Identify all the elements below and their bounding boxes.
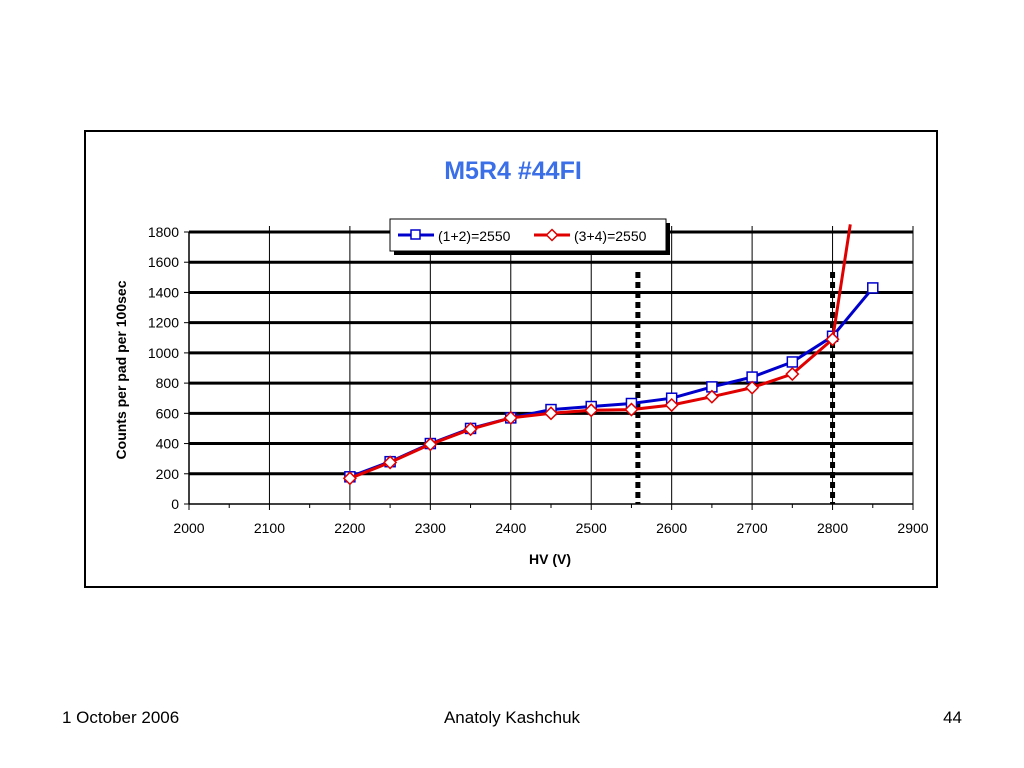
legend-label-series-2: (3+4)=2550 <box>574 228 647 244</box>
data-point <box>383 455 398 470</box>
footer-page-number: 44 <box>943 708 962 727</box>
data-point <box>704 389 719 404</box>
data-point <box>342 471 357 486</box>
y-tick-label: 1200 <box>148 315 179 331</box>
x-tick-label: 2900 <box>897 520 928 536</box>
chart: M5R4 #44FI 0 200 400 600 800 1000 1200 1400 1600… <box>113 157 929 567</box>
data-point <box>867 282 879 294</box>
y-axis-label: Counts per pad per 100sec <box>113 280 129 459</box>
chart-title: M5R4 #44FI <box>444 157 582 185</box>
data-point <box>746 371 758 383</box>
x-tick-label: 2600 <box>656 520 687 536</box>
data-point <box>503 410 518 425</box>
legend: (1+2)=2550 (3+4)=2550 <box>389 218 670 255</box>
y-tick-label: 1600 <box>148 254 179 270</box>
x-tick-label: 2100 <box>254 520 285 536</box>
data-point <box>463 422 478 437</box>
x-tick-label: 2000 <box>173 520 204 536</box>
data-point <box>785 366 800 382</box>
axes: 0 200 400 600 800 1000 1200 1400 1600 1800 2000 210… <box>148 224 929 536</box>
x-axis-label: HV (V) <box>529 551 571 567</box>
y-tick-label: 1000 <box>148 345 179 361</box>
series-layer <box>342 224 879 486</box>
y-tick-label: 200 <box>156 466 180 482</box>
data-point <box>543 406 559 421</box>
y-tick-label: 600 <box>156 405 180 421</box>
legend-marker-series-2 <box>545 228 559 242</box>
x-tick-label: 2400 <box>495 520 526 536</box>
y-tick-label: 800 <box>156 375 180 391</box>
legend-label-series-1: (1+2)=2550 <box>438 228 511 244</box>
chart-frame: M5R4 #44FI 0 200 400 600 800 1000 1200 1400 1600… <box>84 130 938 588</box>
data-point <box>745 380 760 395</box>
series-line <box>349 224 852 480</box>
x-tick-label: 2300 <box>415 520 446 536</box>
y-tick-label: 400 <box>156 436 180 452</box>
data-point <box>624 402 639 417</box>
footer-date: 1 October 2006 <box>62 708 180 727</box>
footer-author: Anatoly Kashchuk <box>443 708 581 727</box>
y-tick-label: 1800 <box>148 224 179 240</box>
x-tick-label: 2800 <box>817 520 848 536</box>
data-point <box>664 397 679 413</box>
data-point <box>584 403 599 418</box>
x-tick-label: 2500 <box>576 520 607 536</box>
legend-marker-series-1 <box>410 229 421 240</box>
x-tick-label: 2200 <box>334 520 365 536</box>
legend-box <box>389 218 667 252</box>
series-2 <box>342 224 852 486</box>
vertical-markers <box>635 272 836 504</box>
x-tick-label: 2700 <box>737 520 768 536</box>
y-tick-label: 1400 <box>148 284 179 300</box>
data-point <box>423 437 438 452</box>
data-point <box>825 332 840 347</box>
data-point <box>786 356 799 368</box>
y-tick-label: 0 <box>171 496 179 512</box>
